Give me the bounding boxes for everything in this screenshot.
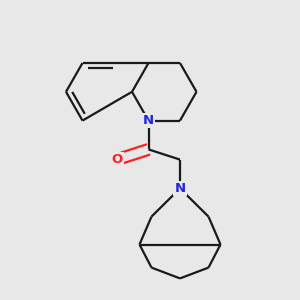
Text: N: N: [174, 182, 186, 195]
Text: O: O: [111, 153, 123, 166]
Text: N: N: [143, 114, 154, 127]
